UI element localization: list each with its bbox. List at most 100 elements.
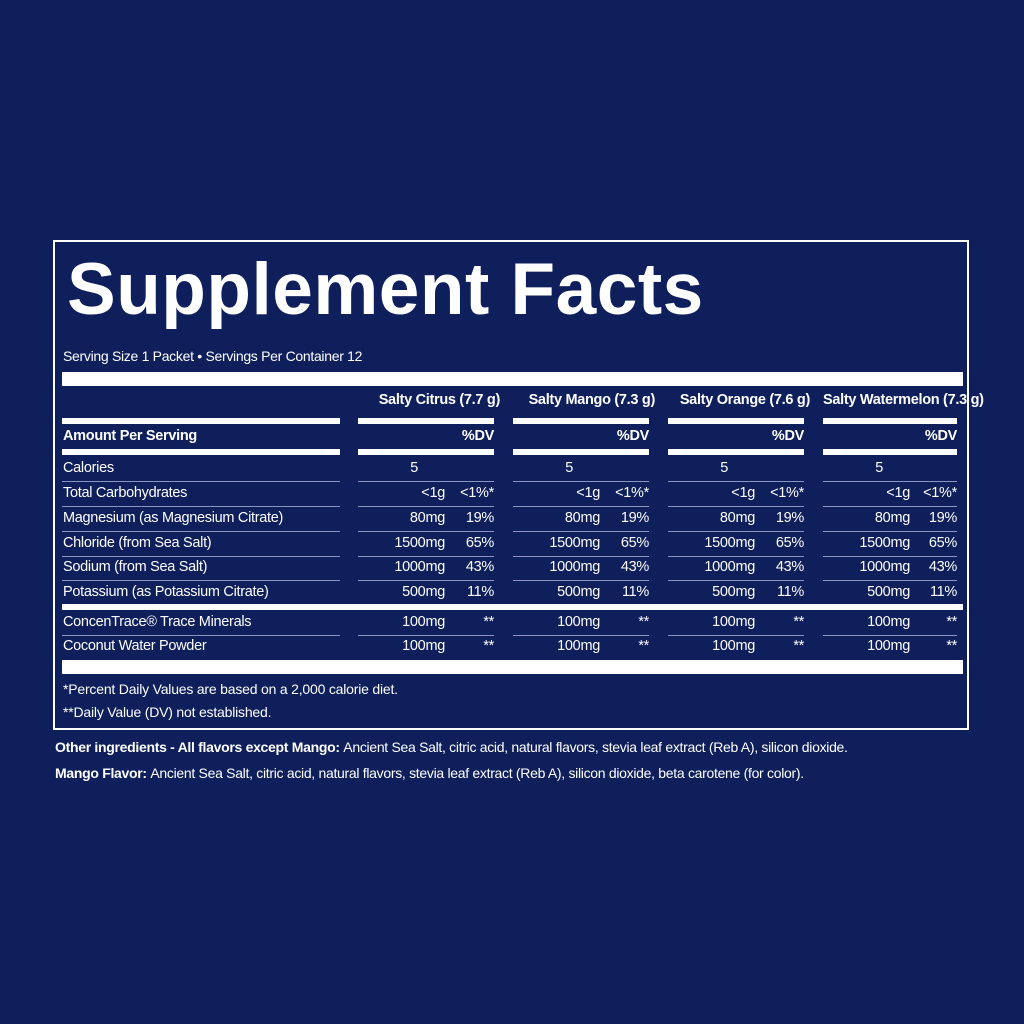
dv-value: 19% xyxy=(928,510,957,526)
amount-value: 5 xyxy=(875,460,883,476)
amount-value: 5 xyxy=(565,460,573,476)
ingredients-text: Ancient Sea Salt, citric acid, natural f… xyxy=(343,739,848,755)
dv-value: 11% xyxy=(776,584,804,600)
row-divider xyxy=(513,531,649,532)
row-divider xyxy=(62,481,340,482)
dv-value: <1%* xyxy=(770,485,804,501)
row-divider xyxy=(62,580,340,581)
amount-value: 100mg xyxy=(557,638,600,654)
row-divider xyxy=(668,556,804,557)
dv-value: ** xyxy=(483,614,494,630)
amount-value: <1g xyxy=(576,485,600,501)
dv-header: %DV xyxy=(461,428,494,444)
dv-value: <1%* xyxy=(460,485,494,501)
row-divider xyxy=(513,506,649,507)
row-divider xyxy=(823,580,957,581)
amount-value: <1g xyxy=(731,485,755,501)
flavor-header: Salty Orange (7.6 g) xyxy=(679,392,810,408)
amount-value: 1000mg xyxy=(549,559,600,575)
column-bar xyxy=(668,418,804,424)
dv-header: %DV xyxy=(616,428,649,444)
column-bar xyxy=(513,418,649,424)
dv-value: 65% xyxy=(928,535,957,551)
flavor-header: Salty Citrus (7.7 g) xyxy=(378,392,501,408)
row-divider xyxy=(62,556,340,557)
separator-bar-mid xyxy=(62,604,963,610)
row-divider xyxy=(62,635,340,636)
row-divider xyxy=(823,481,957,482)
row-divider xyxy=(668,481,804,482)
amount-value: <1g xyxy=(421,485,445,501)
amount-value: 1000mg xyxy=(704,559,755,575)
row-divider xyxy=(823,506,957,507)
row-divider xyxy=(358,580,494,581)
row-divider xyxy=(513,580,649,581)
dv-value: ** xyxy=(946,638,957,654)
amount-value: 5 xyxy=(720,460,728,476)
row-divider xyxy=(358,556,494,557)
column-bar xyxy=(823,449,957,455)
row-divider xyxy=(823,531,957,532)
row-label: Potassium (as Potassium Citrate) xyxy=(63,584,269,600)
row-divider xyxy=(513,635,649,636)
dv-value: <1%* xyxy=(923,485,957,501)
row-label: Coconut Water Powder xyxy=(63,638,207,654)
dv-value: 11% xyxy=(466,584,494,600)
amount-value: 100mg xyxy=(712,614,755,630)
amount-value: 100mg xyxy=(557,614,600,630)
page-title: Supplement Facts xyxy=(67,249,704,330)
amount-value: 1000mg xyxy=(859,559,910,575)
row-divider xyxy=(513,556,649,557)
dv-value: ** xyxy=(483,638,494,654)
dv-value: <1%* xyxy=(615,485,649,501)
column-bar xyxy=(358,449,494,455)
ingredients-label: Other ingredients - All flavors except M… xyxy=(55,739,340,755)
amount-value: 500mg xyxy=(557,584,600,600)
dv-value: 65% xyxy=(620,535,649,551)
flavor-header: Salty Mango (7.3 g) xyxy=(528,392,656,408)
row-label: Total Carbohydrates xyxy=(63,485,188,501)
dv-value: 43% xyxy=(465,559,494,575)
dv-value: 43% xyxy=(775,559,804,575)
label-bar xyxy=(62,449,340,455)
ingredients-line-1: Other ingredients - All flavors except M… xyxy=(55,739,848,755)
row-divider xyxy=(513,481,649,482)
dv-value: 19% xyxy=(775,510,804,526)
amount-value: 1000mg xyxy=(394,559,445,575)
dv-value: ** xyxy=(638,614,649,630)
row-label: Chloride (from Sea Salt) xyxy=(63,535,212,551)
row-label: Calories xyxy=(63,460,114,476)
row-divider xyxy=(358,531,494,532)
row-divider xyxy=(668,531,804,532)
row-divider xyxy=(668,580,804,581)
footnote: *Percent Daily Values are based on a 2,0… xyxy=(63,681,398,697)
supplement-facts-panel: Supplement Facts Serving Size 1 Packet •… xyxy=(53,240,984,730)
amount-per-serving-header: Amount Per Serving xyxy=(63,428,197,444)
amount-value: 100mg xyxy=(867,638,910,654)
amount-value: 500mg xyxy=(402,584,445,600)
amount-value: 500mg xyxy=(867,584,910,600)
row-label: ConcenTrace® Trace Minerals xyxy=(63,614,252,630)
separator-bar-bottom xyxy=(62,660,963,674)
dv-value: 43% xyxy=(928,559,957,575)
dv-value: 11% xyxy=(929,584,957,600)
separator-bar-top xyxy=(62,372,963,386)
amount-value: 1500mg xyxy=(704,535,755,551)
column-bar xyxy=(358,418,494,424)
amount-value: 100mg xyxy=(402,638,445,654)
row-divider xyxy=(358,635,494,636)
amount-value: 80mg xyxy=(564,510,600,526)
dv-value: 11% xyxy=(621,584,649,600)
dv-value: ** xyxy=(793,638,804,654)
amount-value: 80mg xyxy=(409,510,445,526)
amount-value: 100mg xyxy=(402,614,445,630)
amount-value: 1500mg xyxy=(394,535,445,551)
column-bar xyxy=(823,418,957,424)
flavor-header: Salty Watermelon (7.3 g) xyxy=(823,392,984,408)
column-bar xyxy=(513,449,649,455)
row-divider xyxy=(358,506,494,507)
mango-ingredients-text: Ancient Sea Salt, citric acid, natural f… xyxy=(150,765,804,781)
row-divider xyxy=(823,635,957,636)
amount-value: 100mg xyxy=(712,638,755,654)
row-divider xyxy=(358,481,494,482)
